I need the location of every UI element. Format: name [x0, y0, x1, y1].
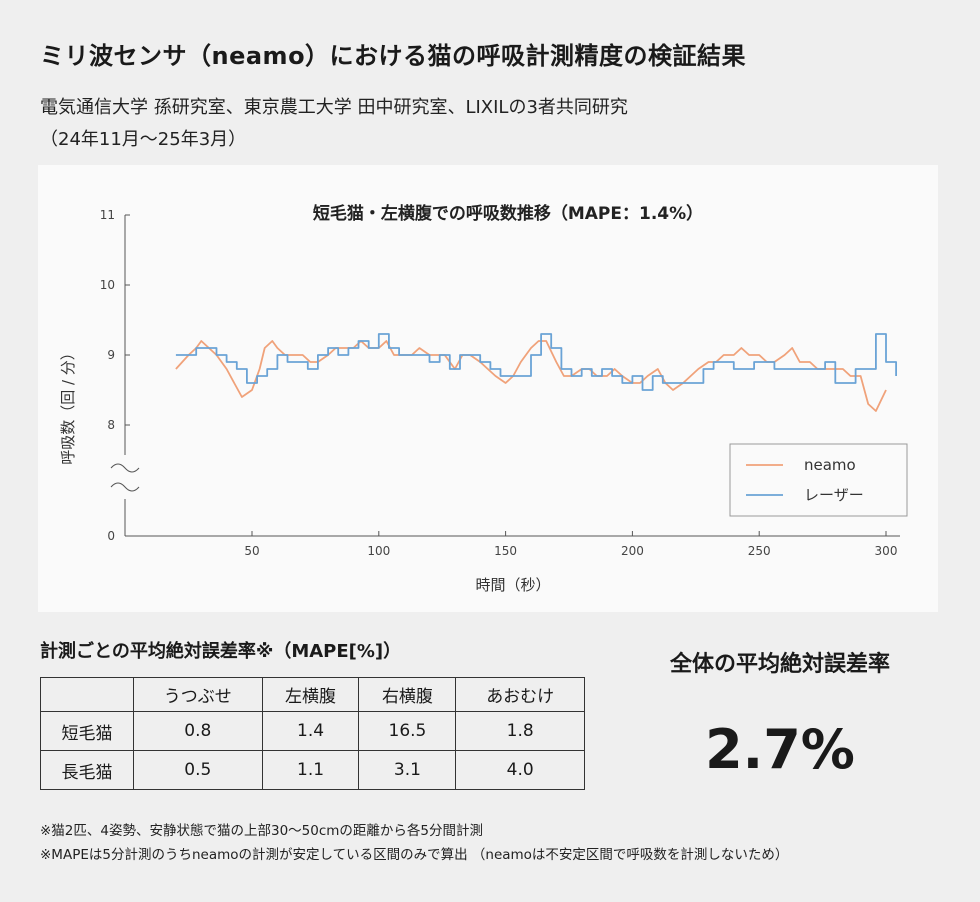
y-tick-label: 8	[107, 418, 115, 432]
y-axis-label: 呼吸数（回 / 分）	[59, 345, 77, 465]
x-tick-label: 50	[244, 544, 259, 558]
x-tick-label: 250	[748, 544, 771, 558]
footnote-2: ※MAPEは5分計測のうちneamoの計測が安定している区間のみで算出 （nea…	[40, 847, 789, 863]
chart-card: 短毛猫・左横腹での呼吸数推移（MAPE：1.4%） 呼吸数（回 / 分） 時間（…	[38, 165, 938, 612]
chart-legend: neamo レーザー	[729, 443, 908, 517]
row-header-shorthair: 短毛猫	[40, 711, 134, 751]
series-line-laser	[175, 333, 897, 391]
subtitle-line-1: 電気通信大学 孫研究室、東京農工大学 田中研究室、LIXILの3者共同研究	[40, 97, 628, 118]
table-cell: 0.8	[133, 711, 263, 751]
column-header-left-side: 左横腹	[261, 677, 360, 712]
page-subtitle: 電気通信大学 孫研究室、東京農工大学 田中研究室、LIXILの3者共同研究 （2…	[40, 92, 628, 156]
footnote-1: ※猫2匹、4姿勢、安静状態で猫の上部30〜50cmの距離から各5分間計測	[40, 823, 484, 839]
legend-label-neamo: neamo	[804, 456, 856, 474]
table-header-row: うつぶせ 左横腹 右横腹 あおむけ	[40, 677, 585, 712]
table-cell: 16.5	[358, 711, 457, 751]
y-tick-label: 0	[107, 529, 115, 543]
axis-break-mark	[110, 463, 140, 473]
table-row: 短毛猫 0.8 1.4 16.5 1.8	[40, 711, 585, 751]
footnotes: ※猫2匹、4姿勢、安静状態で猫の上部30〜50cmの距離から各5分間計測 ※MA…	[40, 819, 788, 867]
table-cell: 3.1	[358, 750, 457, 790]
chart-title: 短毛猫・左横腹での呼吸数推移（MAPE：1.4%）	[313, 203, 703, 224]
y-tick-label: 11	[100, 208, 115, 222]
table-row: 長毛猫 0.5 1.1 3.1 4.0	[40, 750, 585, 790]
overall-mape-label: 全体の平均絶対誤差率	[669, 652, 890, 677]
table-cell: 1.8	[455, 711, 585, 751]
legend-label-laser: レーザー	[804, 486, 864, 504]
overall-mape-value: 2.7%	[705, 718, 855, 781]
x-tick-label: 100	[367, 544, 390, 558]
subtitle-line-2: （24年11月〜25年3月）	[40, 129, 247, 150]
x-tick-label: 300	[875, 544, 898, 558]
page-title: ミリ波センサ（neamo）における猫の呼吸計測精度の検証結果	[40, 42, 747, 70]
table-cell: 1.4	[261, 711, 360, 751]
respiration-chart: 短毛猫・左横腹での呼吸数推移（MAPE：1.4%） 呼吸数（回 / 分） 時間（…	[59, 203, 908, 594]
x-tick-label: 200	[621, 544, 644, 558]
column-header-right-side: 右横腹	[358, 677, 457, 712]
table-cell: 0.5	[133, 750, 263, 790]
y-tick-label: 10	[100, 278, 115, 292]
table-corner-cell	[40, 677, 134, 712]
y-tick-label: 9	[107, 348, 115, 362]
table-title: 計測ごとの平均絶対誤差率※（MAPE[%]）	[40, 641, 402, 662]
x-axis-label: 時間（秒）	[475, 576, 550, 594]
row-header-longhair: 長毛猫	[40, 750, 134, 790]
mape-table: うつぶせ 左横腹 右横腹 あおむけ 短毛猫 0.8 1.4 16.5 1.8 長…	[40, 677, 585, 790]
table-cell: 1.1	[261, 750, 360, 790]
column-header-supine: あおむけ	[455, 677, 585, 712]
x-tick-label: 150	[494, 544, 517, 558]
column-header-prone: うつぶせ	[133, 677, 263, 712]
axis-break-mark	[110, 482, 140, 492]
table-cell: 4.0	[455, 750, 585, 790]
